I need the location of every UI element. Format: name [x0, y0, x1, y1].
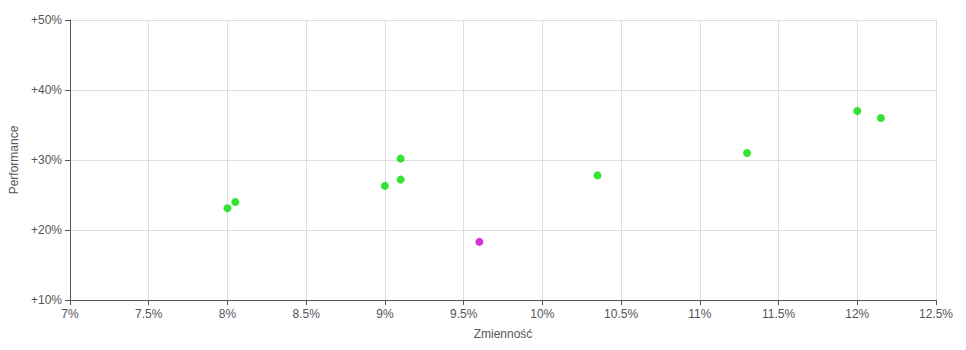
svg-text:Performance: Performance — [7, 125, 21, 194]
svg-text:+30%: +30% — [31, 153, 62, 167]
svg-text:8.5%: 8.5% — [293, 307, 321, 321]
svg-text:7.5%: 7.5% — [135, 307, 163, 321]
svg-text:12%: 12% — [845, 307, 869, 321]
svg-text:12.5%: 12.5% — [919, 307, 953, 321]
svg-text:11%: 11% — [688, 307, 711, 321]
svg-text:10.5%: 10.5% — [604, 307, 638, 321]
svg-text:7%: 7% — [61, 307, 79, 321]
svg-text:11.5%: 11.5% — [762, 307, 795, 321]
svg-text:+50%: +50% — [31, 13, 62, 27]
svg-text:+40%: +40% — [31, 83, 62, 97]
svg-text:+20%: +20% — [31, 223, 62, 237]
svg-text:8%: 8% — [219, 307, 237, 321]
svg-text:9%: 9% — [376, 307, 394, 321]
svg-text:Zmienność: Zmienność — [474, 327, 533, 341]
svg-text:10%: 10% — [530, 307, 554, 321]
svg-text:9.5%: 9.5% — [450, 307, 478, 321]
svg-text:+10%: +10% — [31, 293, 62, 307]
